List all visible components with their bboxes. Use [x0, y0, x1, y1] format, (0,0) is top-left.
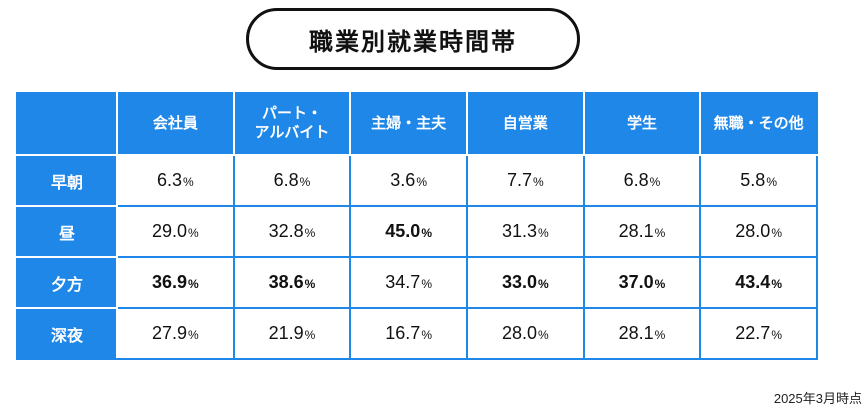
- value-number: 22.7: [735, 323, 771, 343]
- value-number: 34.7: [385, 272, 421, 292]
- column-header: 自営業: [465, 92, 585, 156]
- value-unit: %: [304, 328, 316, 342]
- value-number: 6.8: [623, 170, 649, 190]
- value-cell: 28.0%: [465, 307, 585, 360]
- value-unit: %: [421, 328, 432, 342]
- value-number: 7.7: [506, 170, 532, 190]
- value-unit: %: [771, 328, 782, 342]
- value-unit: %: [421, 277, 432, 291]
- value-unit: %: [188, 226, 199, 240]
- value-number: 43.4: [735, 272, 771, 292]
- value-cell: 36.9%: [116, 256, 235, 309]
- value-unit: %: [654, 226, 666, 240]
- value-number: 32.8: [268, 221, 304, 241]
- value-number: 28.0: [735, 221, 771, 241]
- table-row: 昼 29.0% 32.8% 45.0% 31.3% 28.1% 28.0%: [16, 205, 818, 258]
- value-unit: %: [537, 277, 549, 291]
- value-unit: %: [537, 226, 549, 240]
- row-header: 昼: [16, 205, 118, 258]
- value-number: 28.1: [618, 221, 654, 241]
- value-cell: 34.7%: [349, 256, 468, 309]
- column-header: 主婦・主夫: [349, 92, 468, 156]
- value-unit: %: [183, 175, 194, 189]
- value-number: 16.7: [385, 323, 421, 343]
- value-number: 28.0: [501, 323, 537, 343]
- column-header: パート・ アルバイト: [232, 92, 352, 156]
- value-cell: 16.7%: [349, 307, 468, 360]
- value-number: 38.6: [268, 272, 304, 292]
- value-unit: %: [537, 328, 549, 342]
- value-number: 6.3: [156, 170, 182, 190]
- value-unit: %: [771, 226, 782, 240]
- column-header: 学生: [582, 92, 702, 156]
- value-number: 6.8: [273, 170, 299, 190]
- value-number: 21.9: [268, 323, 304, 343]
- value-number: 33.0: [501, 272, 537, 292]
- value-cell: 43.4%: [699, 256, 818, 309]
- column-header: 無職・その他: [699, 92, 818, 156]
- value-unit: %: [766, 175, 777, 189]
- header-row: 会社員 パート・ アルバイト 主婦・主夫 自営業 学生 無職・その他: [16, 92, 818, 156]
- value-cell: 38.6%: [232, 256, 352, 309]
- chart-title: 職業別就業時間帯: [246, 8, 580, 70]
- value-number: 28.1: [618, 323, 654, 343]
- value-cell: 5.8%: [699, 154, 818, 207]
- value-number: 36.9: [151, 272, 188, 292]
- row-header: 早朝: [16, 154, 118, 207]
- value-unit: %: [649, 175, 661, 189]
- value-cell: 6.8%: [232, 154, 352, 207]
- value-cell: 27.9%: [116, 307, 235, 360]
- value-cell: 7.7%: [465, 154, 585, 207]
- occupation-timeband-table: 会社員 パート・ アルバイト 主婦・主夫 自営業 学生 無職・その他 早朝 6.3%…: [16, 92, 818, 360]
- value-cell: 32.8%: [232, 205, 352, 258]
- value-unit: %: [304, 226, 316, 240]
- value-cell: 3.6%: [349, 154, 468, 207]
- value-cell: 28.1%: [582, 307, 702, 360]
- value-unit: %: [188, 277, 199, 291]
- value-cell: 31.3%: [465, 205, 585, 258]
- value-number: 5.8: [740, 170, 766, 190]
- value-number: 31.3: [501, 221, 537, 241]
- value-unit: %: [416, 175, 427, 189]
- value-number: 27.9: [151, 323, 188, 343]
- value-number: 3.6: [390, 170, 416, 190]
- value-unit: %: [654, 328, 666, 342]
- value-cell: 22.7%: [699, 307, 818, 360]
- value-cell: 28.1%: [582, 205, 702, 258]
- value-unit: %: [188, 328, 199, 342]
- row-header: 夕方: [16, 256, 118, 309]
- value-cell: 28.0%: [699, 205, 818, 258]
- value-unit: %: [421, 226, 432, 240]
- corner-cell: [16, 92, 118, 156]
- value-unit: %: [532, 175, 544, 189]
- value-number: 29.0: [151, 221, 188, 241]
- value-unit: %: [771, 277, 782, 291]
- value-cell: 45.0%: [349, 205, 468, 258]
- row-header: 深夜: [16, 307, 118, 360]
- table-row: 夕方 36.9% 38.6% 34.7% 33.0% 37.0% 43.4%: [16, 256, 818, 309]
- value-cell: 6.3%: [116, 154, 235, 207]
- value-unit: %: [654, 277, 666, 291]
- table-row: 早朝 6.3% 6.8% 3.6% 7.7% 6.8% 5.8%: [16, 154, 818, 207]
- value-cell: 21.9%: [232, 307, 352, 360]
- footnote-date: 2025年3月時点: [773, 391, 862, 406]
- value-number: 37.0: [618, 272, 654, 292]
- table-row: 深夜 27.9% 21.9% 16.7% 28.0% 28.1% 22.7%: [16, 307, 818, 360]
- value-number: 45.0: [385, 221, 421, 241]
- value-unit: %: [299, 175, 311, 189]
- value-cell: 29.0%: [116, 205, 235, 258]
- value-cell: 6.8%: [582, 154, 702, 207]
- value-cell: 37.0%: [582, 256, 702, 309]
- value-unit: %: [304, 277, 316, 291]
- value-cell: 33.0%: [465, 256, 585, 309]
- column-header: 会社員: [116, 92, 235, 156]
